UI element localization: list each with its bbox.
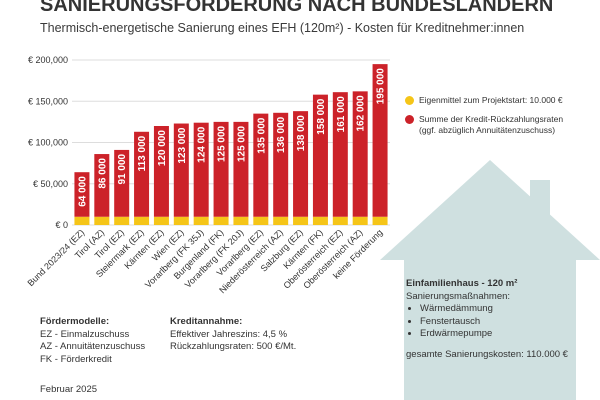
credit-title: Kreditannahme: [170,316,243,327]
bar-segment-eigenmittel [173,216,189,225]
bar-value-label: 64 000 [77,176,88,207]
measures-label: Sanierungsmaßnahmen: [406,290,511,302]
bar-segment-eigenmittel [74,216,90,225]
y-tick-label: € 50,000 [33,179,68,189]
bar-segment-kredit [332,92,348,217]
page-subtitle: Thermisch-energetische Sanierung eines E… [40,21,525,35]
bar-segment-kredit [173,123,189,217]
bar-value-label: 195 000 [376,68,387,105]
bar-value-label: 135 000 [256,117,267,154]
legend-label-eigenmittel: Eigenmittel zum Projektstart: 10.000 € [419,95,563,105]
bar-value-label: 91 000 [117,153,128,184]
funding-model-fk: FK - Förderkredit [40,353,112,365]
legend-label-kredit-line2: (ggf. abzüglich Annuitätenzuschuss) [419,125,556,135]
bar-segment-eigenmittel [114,216,130,225]
list-item: Wärmedämmung [420,303,568,316]
bar-segment-kredit [233,121,249,217]
bar-value-label: 124 000 [197,126,208,163]
publication-date: Februar 2025 [40,384,98,395]
bar-value-label: 158 000 [316,98,327,135]
y-tick-label: € 200,000 [28,55,68,65]
bar-segment-kredit [372,64,388,217]
y-tick-label: € 0 [55,220,68,230]
bar-segment-eigenmittel [233,216,249,225]
bar-value-label: 125 000 [217,125,228,162]
bar-segment-eigenmittel [134,216,150,225]
bar-value-label: 162 000 [356,95,367,132]
funding-models: Fördermodelle: EZ - Einmalzuschuss AZ - … [40,316,145,366]
bar-value-label: 113 000 [137,135,148,171]
bar-segment-kredit [273,112,289,217]
house-info-box: Einfamilienhaus - 120 m² Sanierungsmaßna… [406,278,568,361]
y-tick-label: € 150,000 [28,96,68,106]
house-icon [380,160,600,400]
bar-segment-eigenmittel [213,216,229,225]
funding-models-title: Fördermodelle: [40,316,110,327]
bar-segment-kredit [193,122,209,217]
bar-value-label: 120 000 [157,130,168,167]
bar-value-label: 125 000 [236,125,247,162]
bar-value-label: 138 000 [296,115,307,152]
bar-segment-eigenmittel [293,216,309,225]
bar-segment-eigenmittel [273,216,289,225]
bar-segment-kredit [74,172,90,217]
bar-value-label: 86 000 [97,158,108,189]
house-shape [380,160,600,400]
bar-segment-kredit [253,113,269,217]
bar-segment-eigenmittel [253,216,269,225]
bar-segment-kredit [352,91,368,217]
bar-segment-eigenmittel [312,216,328,225]
list-item: Erdwärmepumpe [420,328,568,341]
y-tick-label: € 100,000 [28,138,68,148]
bar-segment-kredit [213,121,229,217]
total-cost: gesamte Sanierungskosten: 110.000 € [406,348,568,360]
bar-segment-kredit [94,154,110,217]
bar-segment-eigenmittel [352,216,368,225]
measures-list: Wärmedämmung Fenstertausch Erdwärmepumpe [406,303,568,341]
bar-segment-eigenmittel [153,216,169,225]
bar-segment-kredit [153,126,169,217]
bar-segment-eigenmittel [332,216,348,225]
legend-label-kredit-line1: Summe der Kredit-Rückzahlungsraten [419,114,564,124]
credit-assumption: Kreditannahme: Effektiver Jahreszins: 4,… [170,316,296,354]
bar-segment-kredit [312,94,328,217]
bar-segment-kredit [114,149,130,217]
bar-value-label: 136 000 [276,116,287,153]
legend-swatch-red [405,115,414,124]
bar-segment-eigenmittel [372,216,388,225]
credit-interest: Effektiver Jahreszins: 4,5 % [170,328,288,340]
legend-swatch-yellow [405,96,414,105]
funding-model-ez: EZ - Einmalzuschuss [40,328,130,340]
bar-value-label: 123 000 [177,127,188,164]
page-title: SANIERUNGSFÖRDERUNG NACH BUNDESLÄNDERN [40,0,554,16]
bar-segment-kredit [293,111,309,217]
credit-rate: Rückzahlungsraten: 500 €/Mt. [170,341,297,352]
list-item: Fenstertausch [420,316,568,329]
funding-model-az: AZ - Annuitätenzuschuss [40,341,146,352]
bar-value-label: 161 000 [336,96,347,133]
bar-segment-eigenmittel [193,216,209,225]
bar-segment-kredit [134,131,150,217]
bar-segment-eigenmittel [94,216,110,225]
house-title: Einfamilienhaus - 120 m² [406,278,518,289]
